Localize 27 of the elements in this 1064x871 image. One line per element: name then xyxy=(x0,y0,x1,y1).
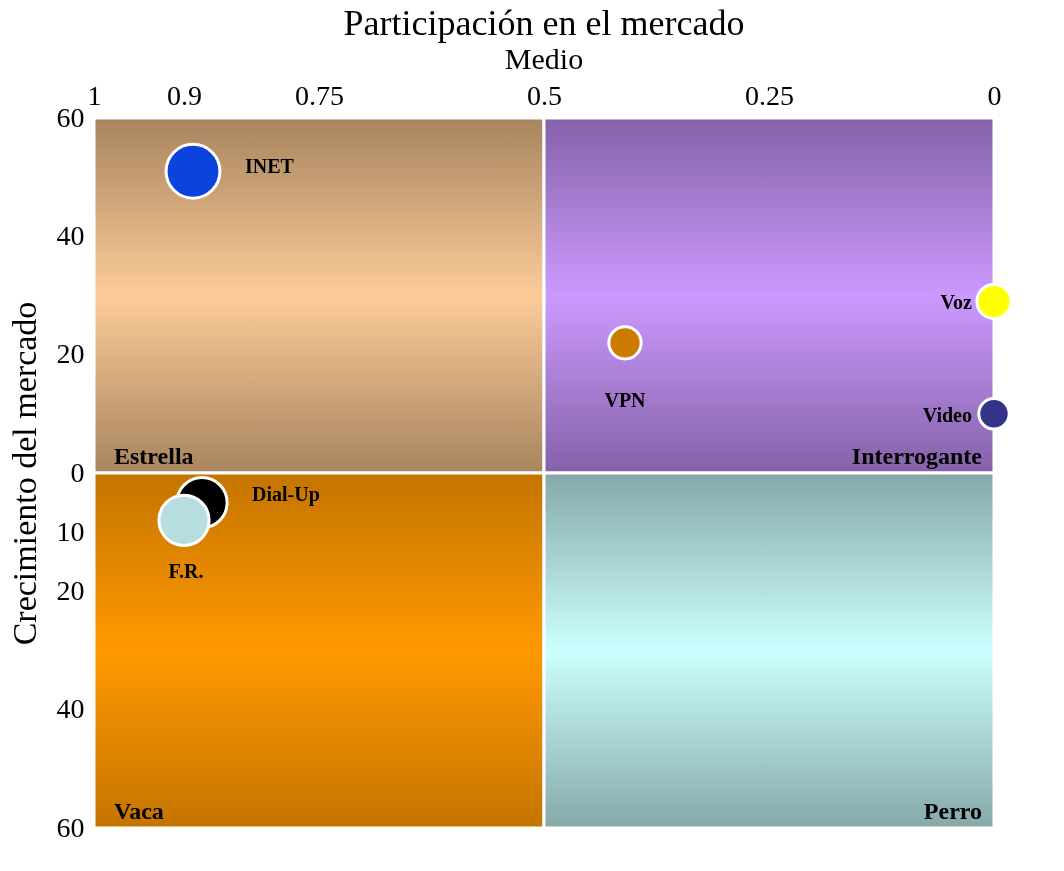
y-tick-label: 60 xyxy=(56,811,85,843)
series-label: Video xyxy=(922,403,972,426)
y-tick-label: 40 xyxy=(56,693,85,725)
annotation: Vaca xyxy=(114,798,164,824)
x-tick-label: 0.75 xyxy=(295,79,344,111)
chart-subtitle: Medio xyxy=(504,42,584,75)
y-tick-label: 60 xyxy=(56,101,85,133)
series-label: F.R. xyxy=(168,560,204,583)
series-label: Dial-Up xyxy=(252,482,320,506)
y-tick-label: 20 xyxy=(56,338,85,370)
x-tick-label: 0 xyxy=(987,79,1002,111)
annotation: Interrogante xyxy=(851,443,983,469)
y-axis-title: Crecimiento del mercado xyxy=(5,301,43,646)
x-tick-label: 1 xyxy=(87,79,102,111)
annotation: Estrella xyxy=(114,443,194,469)
y-tick-label: 10 xyxy=(56,515,85,547)
series-label: INET xyxy=(245,155,295,178)
y-tick-label: 0 xyxy=(70,456,85,488)
series-label: Voz xyxy=(940,291,973,314)
x-tick-label: 0.9 xyxy=(167,79,202,111)
x-tick-label: 0.25 xyxy=(745,79,794,111)
x-tick-label: 0.5 xyxy=(527,79,562,111)
y-tick-label: 20 xyxy=(56,574,85,606)
y-tick-label: 40 xyxy=(56,219,85,251)
chart-title: Participación en el mercado xyxy=(343,3,745,43)
annotation: Perro xyxy=(923,798,982,824)
series-label: VPN xyxy=(604,388,647,411)
